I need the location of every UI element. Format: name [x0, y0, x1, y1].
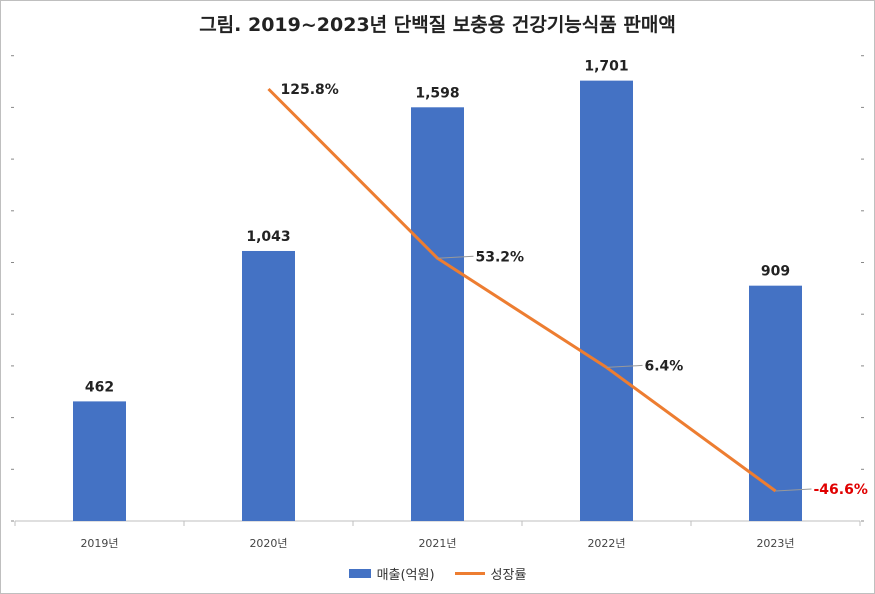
growth-label-leader [775, 488, 812, 492]
legend-label-growth: 성장률 [490, 568, 527, 583]
x-tick-label: 2021년 [418, 537, 456, 550]
bar-2021년 [411, 107, 464, 521]
growth-value-label: 53.2% [476, 249, 525, 265]
chart-title: 그림. 2019~2023년 단백질 보충용 건강기능식품 판매액 [199, 14, 676, 36]
x-tick-label: 2023년 [756, 537, 794, 550]
x-tick-label: 2022년 [587, 537, 625, 550]
bar-value-label: 462 [85, 379, 114, 395]
legend-label-sales: 매출(억원) [376, 568, 435, 583]
growth-value-label: 125.8% [281, 82, 339, 98]
bar-2020년 [242, 250, 295, 521]
growth-label-leader [437, 255, 474, 259]
growth-rate-line [267, 87, 777, 493]
legend-bar-swatch [348, 569, 371, 578]
legend: 매출(억원) 성장률 [0, 564, 875, 583]
x-tick-label: 2020년 [249, 537, 287, 550]
legend-item-growth: 성장률 [454, 564, 527, 583]
bar-value-label: 1,598 [415, 85, 459, 101]
growth-value-label: 6.4% [645, 358, 684, 374]
legend-item-sales: 매출(억원) [348, 564, 435, 583]
bar-2023년 [749, 285, 802, 521]
legend-line-swatch [454, 572, 485, 575]
bar-2019년 [73, 401, 126, 521]
growth-value-label: -46.6% [814, 482, 868, 498]
bar-value-label: 1,701 [584, 59, 628, 75]
growth-label-leader [606, 364, 643, 368]
x-tick-label: 2019년 [80, 537, 118, 550]
bar-value-label: 909 [761, 264, 790, 280]
bar-2022년 [580, 80, 633, 521]
bar-value-label: 1,043 [246, 229, 290, 245]
